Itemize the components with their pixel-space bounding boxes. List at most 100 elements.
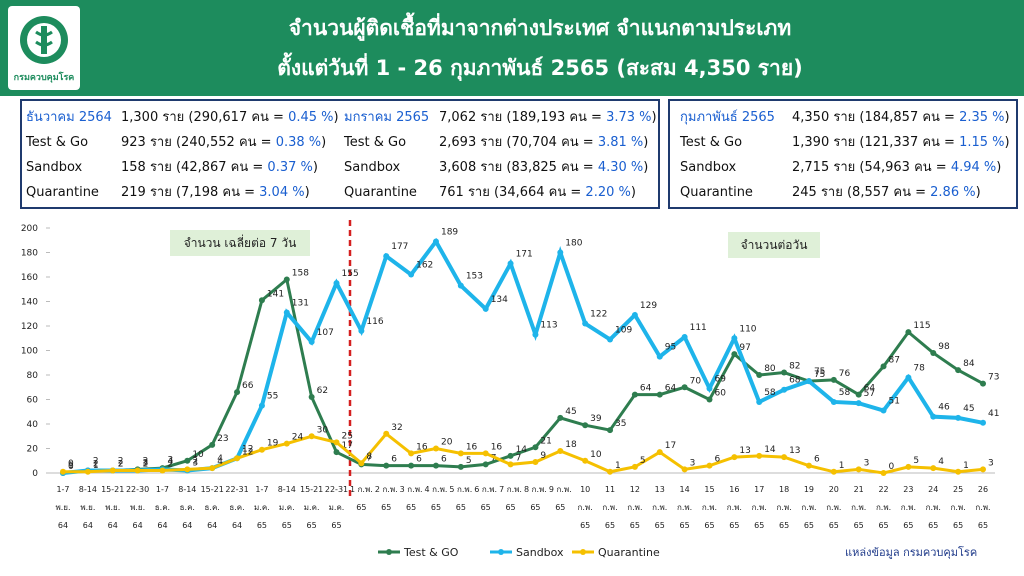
x-tick-label: 65	[580, 521, 590, 530]
x-tick-label: 5 ก.พ.	[449, 485, 472, 494]
x-tick-label: 6 ก.พ.	[474, 485, 497, 494]
data-point	[781, 369, 788, 376]
x-tick-label: 65	[431, 503, 441, 512]
x-tick-label: 65	[779, 521, 789, 530]
summary-box: ธันวาคม 2564 1,300 ราย (290,617 คน = 0.45…	[20, 99, 660, 209]
data-point	[756, 372, 763, 378]
data-point	[582, 457, 589, 464]
data-label: 13	[739, 446, 750, 456]
row-label: ธันวาคม 2564	[26, 110, 112, 125]
legend-dot	[498, 549, 504, 555]
data-point	[283, 276, 290, 283]
data-label: 68	[789, 376, 801, 386]
data-point	[930, 413, 937, 420]
y-tick-label: 180	[21, 249, 38, 259]
data-label: 109	[615, 325, 632, 335]
data-point	[432, 445, 439, 452]
summary-row: กุมภาพันธ์ 2565 4,350 ราย (184,857 คน = 2…	[680, 105, 1010, 130]
data-label: 13	[789, 446, 800, 456]
data-label: 3	[864, 458, 870, 468]
x-tick-label: ก.พ.	[901, 503, 916, 512]
data-label: 84	[963, 359, 975, 369]
x-tick-label: 64	[133, 521, 143, 530]
x-tick-label: 22-31	[325, 485, 348, 494]
data-label: 98	[938, 342, 950, 352]
data-label: 57	[864, 389, 875, 399]
annotation-box	[170, 230, 310, 256]
annotation: จำนวนต่อวัน	[741, 238, 808, 252]
x-tick-label: 25	[953, 485, 963, 494]
data-label: 21	[540, 436, 551, 446]
series-line	[62, 237, 984, 475]
data-label: 122	[590, 310, 607, 320]
data-label: 16	[416, 442, 428, 452]
data-label: 12	[242, 444, 253, 454]
x-tick-label: ธ.ค.	[229, 503, 244, 512]
data-point	[706, 385, 713, 392]
data-label: 69	[714, 374, 726, 384]
data-label: 4	[167, 457, 173, 467]
data-label: 1	[93, 461, 99, 471]
x-tick-label: ก.พ.	[826, 503, 841, 512]
summary-box: กุมภาพันธ์ 2565 4,350 ราย (184,857 คน = 2…	[668, 99, 1018, 209]
x-tick-label: 65	[630, 521, 640, 530]
x-tick-label: 64	[108, 521, 118, 530]
data-label: 6	[714, 455, 720, 465]
data-point	[656, 391, 663, 398]
row-detail: 923 ราย (240,552 คน =	[121, 135, 276, 150]
data-label: 87	[889, 355, 900, 365]
logo-emblem	[20, 16, 68, 64]
x-tick-label: 24	[928, 485, 938, 494]
data-label: 3	[143, 458, 149, 468]
summary-row: Quarantine 761 ราย (34,664 คน = 2.20 %)	[344, 180, 657, 205]
data-label: 115	[913, 321, 930, 331]
row-end: )	[312, 160, 318, 175]
x-tick-label: 65	[381, 503, 391, 512]
data-point	[408, 271, 415, 278]
data-point	[283, 440, 290, 447]
data-label: 177	[391, 242, 408, 252]
x-tick-label: พ.ย.	[130, 503, 145, 512]
x-tick-label: ม.ค.	[279, 503, 295, 512]
data-label: 75	[814, 370, 825, 380]
x-tick-label: 8 ก.พ.	[524, 485, 547, 494]
data-label: 41	[988, 409, 999, 419]
x-tick-label: 65	[307, 521, 317, 530]
row-percent: 0.38 %	[275, 135, 322, 150]
x-tick-label: ก.พ.	[652, 503, 667, 512]
row-percent: 3.81 %	[597, 135, 644, 150]
data-label: 141	[267, 289, 284, 299]
data-label: 25	[342, 431, 353, 441]
data-point	[134, 467, 141, 474]
data-point	[209, 465, 216, 472]
data-point	[333, 280, 340, 287]
x-tick-label: 26	[978, 485, 988, 494]
x-tick-label: ก.พ.	[702, 503, 717, 512]
y-tick-label: 20	[27, 445, 39, 455]
x-tick-label: 64	[182, 521, 192, 530]
summary-row: Quarantine 219 ราย (7,198 คน = 3.04 %)	[26, 180, 339, 205]
data-point	[532, 458, 539, 465]
x-tick-label: ธ.ค.	[155, 503, 170, 512]
legend-label: Sandbox	[516, 546, 564, 559]
data-label: 23	[217, 434, 228, 444]
x-tick-label: ก.พ.	[578, 503, 593, 512]
row-detail: 761 ราย (34,664 คน =	[439, 185, 586, 200]
legend-dot	[580, 549, 586, 555]
data-label: 46	[938, 403, 950, 413]
summary-row: มกราคม 2565 7,062 ราย (189,193 คน = 3.73 …	[344, 105, 657, 130]
data-label: 45	[963, 404, 974, 414]
x-tick-label: 65	[282, 521, 292, 530]
data-point	[781, 454, 788, 461]
row-label: Sandbox	[344, 160, 401, 175]
data-point	[681, 466, 688, 473]
x-tick-label: 65	[481, 503, 491, 512]
data-point	[980, 380, 986, 387]
x-tick-label: 11	[605, 485, 615, 494]
row-detail: 3,608 ราย (83,825 คน =	[439, 160, 598, 175]
x-tick-label: ก.พ.	[727, 503, 742, 512]
y-tick-label: 120	[21, 322, 38, 332]
row-percent: 3.04 %	[259, 185, 305, 200]
row-percent: 2.86 %	[930, 185, 976, 200]
x-tick-label: ม.ค.	[254, 503, 270, 512]
